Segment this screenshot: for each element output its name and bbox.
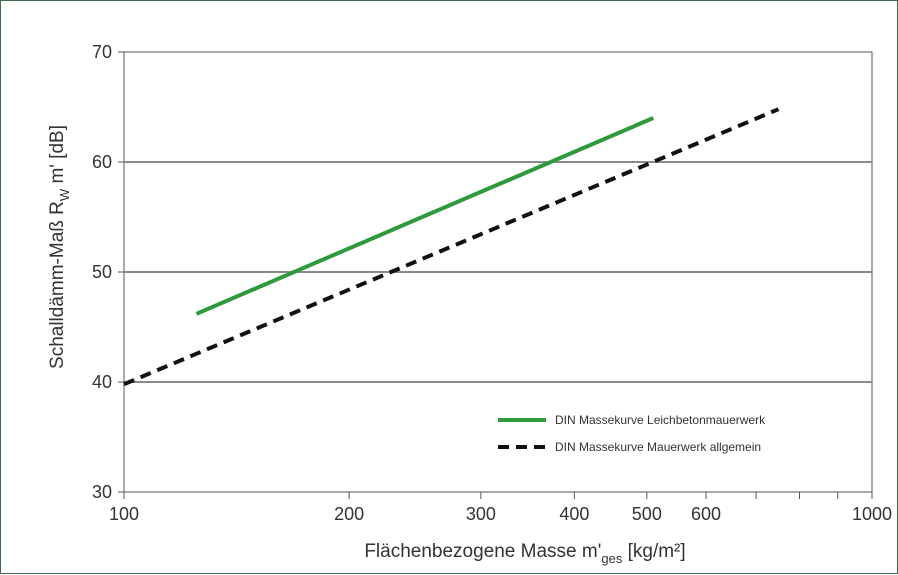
y-tick-label-70: 70 <box>92 42 112 62</box>
axes: 30 40 50 60 70 100 200 300 400 500 600 1000 <box>92 42 892 524</box>
y-axis-title: Schalldämm-Maß RW m' [dB] <box>47 125 72 369</box>
legend-label-series-1: DIN Massekurve Leichbetonmauerwerk <box>555 413 766 427</box>
x-tick-label-400: 400 <box>559 504 589 524</box>
series-line-1 <box>195 116 655 316</box>
x-tick-label-600: 600 <box>691 504 721 524</box>
x-tick-label-500: 500 <box>632 504 662 524</box>
y-tick-label-40: 40 <box>92 372 112 392</box>
series-line-2 <box>123 107 780 387</box>
x-tick-label-100: 100 <box>109 504 139 524</box>
legend-label-series-2: DIN Massekurve Mauerwerk allgemein <box>555 440 761 454</box>
x-tick-label-300: 300 <box>466 504 496 524</box>
legend: DIN Massekurve Leichbetonmauerwerk DIN M… <box>498 413 766 454</box>
y-tick-label-30: 30 <box>92 482 112 502</box>
x-tick-label-1000: 1000 <box>852 504 892 524</box>
x-axis-title: Flächenbezogene Masse m'ges [kg/m²] <box>364 541 685 566</box>
grid-lines <box>124 161 872 383</box>
y-tick-label-60: 60 <box>92 152 112 172</box>
x-tick-label-200: 200 <box>334 504 364 524</box>
series-layer <box>123 107 780 387</box>
y-tick-label-50: 50 <box>92 262 112 282</box>
